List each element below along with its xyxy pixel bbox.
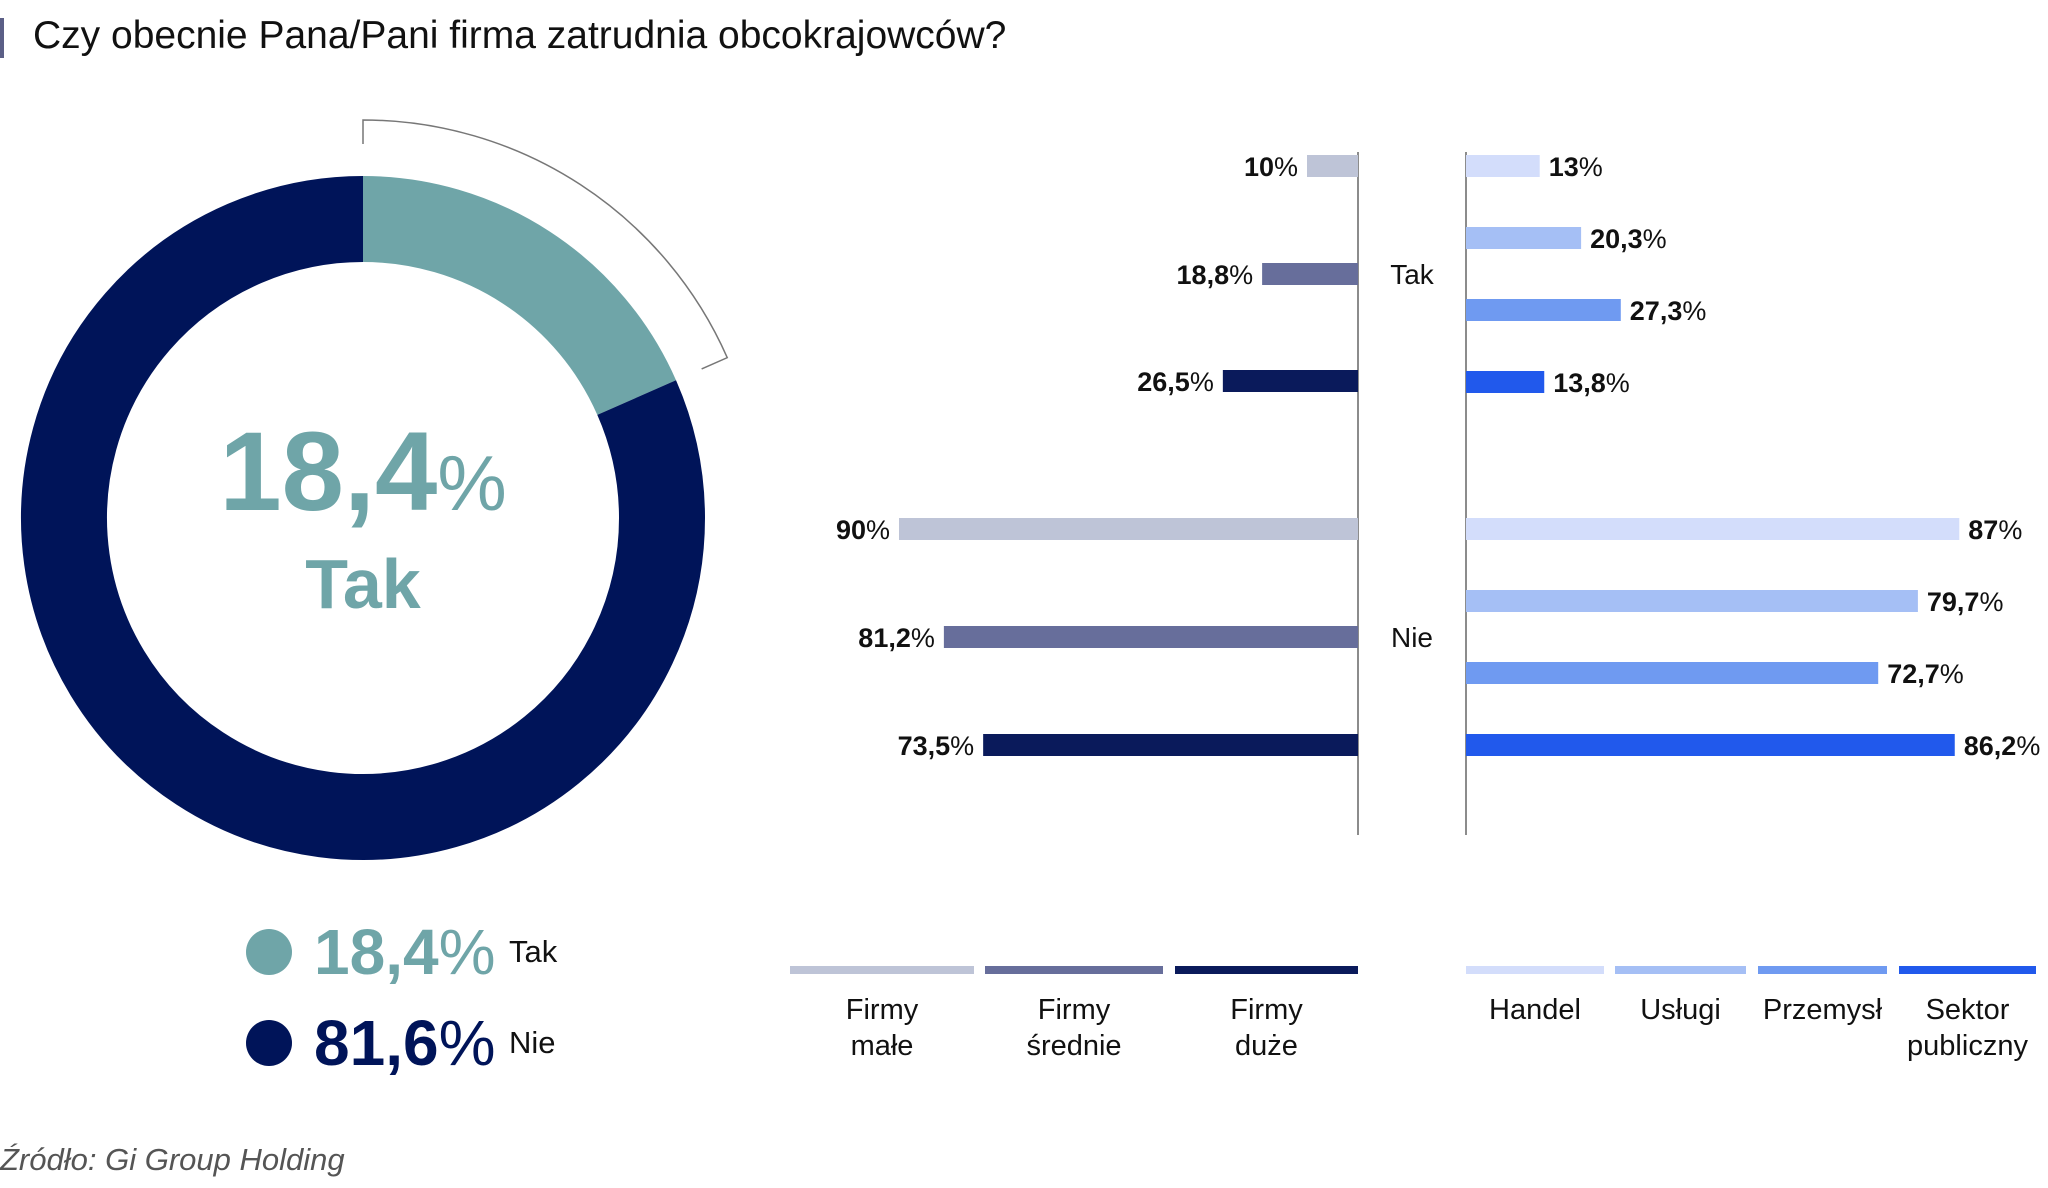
legend-label-firmy-srednie-line1: Firmy [1038, 994, 1111, 1026]
bar-przemysl-tak [1466, 299, 1621, 321]
bar-firmy-male-nie [899, 518, 1358, 540]
legend-label-firmy-male-line1: Firmy [846, 994, 919, 1026]
bar-handel-tak [1466, 155, 1540, 177]
legend-dot-tak [246, 929, 292, 975]
title-accent-bar [0, 18, 4, 58]
value-label-firmy-srednie-tak: 18,8% [1177, 260, 1254, 290]
legend-dot-nie [246, 1020, 292, 1066]
donut-slice-tak [362, 176, 677, 416]
legend-bar-sektor-publiczny [1899, 966, 2036, 974]
value-label-handel-tak: 13% [1549, 152, 1603, 182]
bar-firmy-duze-nie [983, 734, 1358, 756]
legend-bar-handel [1466, 966, 1604, 974]
legend-item-nie: 81,6% Nie [246, 1006, 556, 1080]
donut-slice-nie [21, 176, 705, 860]
value-label-firmy-male-nie: 90% [836, 515, 890, 545]
bar-handel-nie [1466, 518, 1960, 540]
bar-sektor-publiczny-tak [1466, 371, 1545, 393]
legend-label-przemysl-line1: Przemysł [1763, 994, 1883, 1026]
legend-label-tak: Tak [509, 934, 558, 969]
value-label-handel-nie: 87% [1968, 515, 2022, 545]
value-label-uslugi-tak: 20,3% [1590, 224, 1667, 254]
legend-bar-firmy-male [790, 966, 974, 974]
value-label-firmy-duze-tak: 26,5% [1137, 367, 1214, 397]
legend-label-uslugi-line1: Usługi [1640, 994, 1721, 1026]
donut-highlight-arc [362, 119, 729, 370]
legend-label-handel-line1: Handel [1489, 994, 1581, 1026]
value-label-przemysl-nie: 72,7% [1887, 659, 1964, 689]
value-label-sektor-publiczny-tak: 13,8% [1553, 368, 1630, 398]
donut-center-label: Tak [305, 545, 420, 623]
legend-label-firmy-male-line2: małe [851, 1030, 914, 1062]
bar-uslugi-nie [1466, 590, 1918, 612]
legend-bar-firmy-duze [1175, 966, 1358, 974]
value-label-firmy-srednie-nie: 81,2% [858, 623, 935, 653]
value-label-sektor-publiczny-nie: 86,2% [1964, 731, 2041, 761]
legend-value-tak: 18,4% [314, 916, 496, 988]
bar-firmy-srednie-nie [943, 626, 1358, 648]
donut-center-value: 18,4% [219, 409, 506, 534]
legend-label-firmy-duze-line2: duże [1235, 1030, 1298, 1062]
legend-label-firmy-srednie-line2: średnie [1026, 1030, 1121, 1062]
legend-label-nie: Nie [509, 1025, 556, 1060]
legend-bar-przemysl [1758, 966, 1887, 974]
group-label-nie: Nie [1391, 622, 1433, 653]
bar-uslugi-tak [1466, 227, 1582, 249]
group-label-tak: Tak [1390, 259, 1435, 290]
value-label-przemysl-tak: 27,3% [1630, 296, 1707, 326]
source-note: Źródło: Gi Group Holding [0, 1142, 345, 1177]
bar-firmy-srednie-tak [1262, 263, 1358, 285]
bar-przemysl-nie [1466, 662, 1879, 684]
value-label-firmy-duze-nie: 73,5% [898, 731, 975, 761]
bar-sektor-publiczny-nie [1466, 734, 1955, 756]
legend-item-tak: 18,4% Tak [246, 915, 557, 989]
legend-label-sektor-publiczny-line1: Sektor [1926, 994, 2010, 1026]
value-label-firmy-male-tak: 10% [1244, 152, 1298, 182]
legend-value-nie: 81,6% [314, 1007, 496, 1079]
bar-firmy-duze-tak [1222, 370, 1358, 392]
legend-label-sektor-publiczny-line2: publiczny [1907, 1030, 2028, 1062]
legend-bar-firmy-srednie [985, 966, 1163, 974]
legend-bar-uslugi [1615, 966, 1746, 974]
page-title: Czy obecnie Pana/Pani firma zatrudnia ob… [33, 14, 1007, 57]
legend-label-firmy-duze-line1: Firmy [1230, 994, 1303, 1026]
value-label-uslugi-nie: 79,7% [1927, 587, 2004, 617]
bar-firmy-male-tak [1307, 155, 1358, 177]
